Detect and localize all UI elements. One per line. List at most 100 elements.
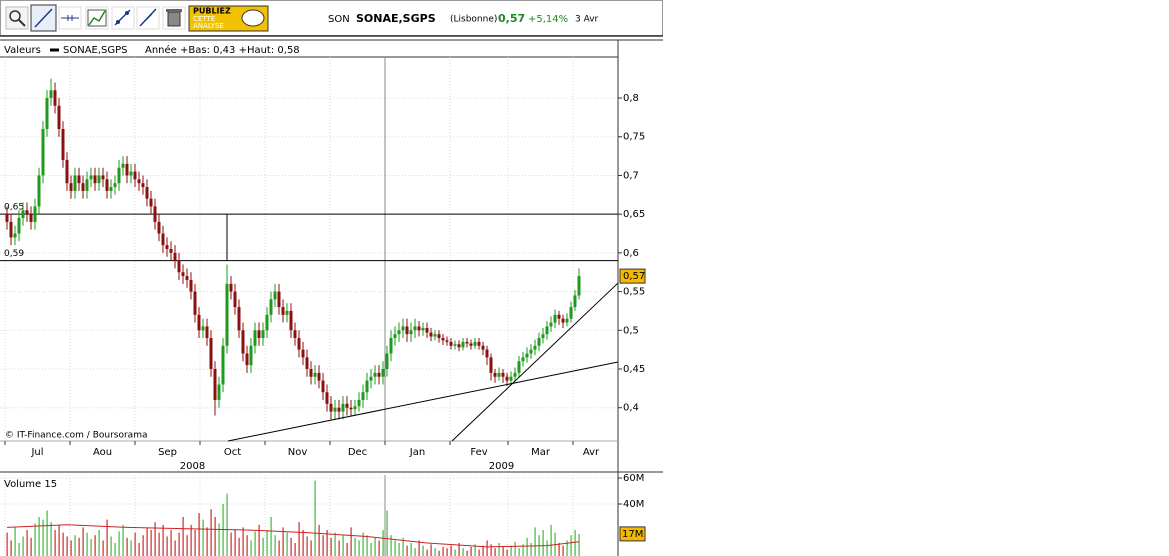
candle-body [389,338,393,354]
volume-bar [278,540,280,556]
candle-body [525,353,529,358]
candle-body [45,98,49,129]
candle-body [17,218,21,234]
x-tick-label: Mar [531,447,551,458]
candle-body [573,295,577,308]
candle-body [481,345,485,350]
volume-bar [366,535,368,556]
candle-body [9,221,13,238]
volume-bar [146,527,148,556]
candle-body [357,399,361,407]
volume-bar [166,536,168,556]
volume-bar [290,537,292,556]
volume-bar [526,537,528,556]
candle-body [97,175,101,184]
volume-bar [230,532,232,556]
candle-body [13,233,17,238]
volume-bar [282,527,284,556]
candle-body [21,210,25,219]
candle-body [29,214,33,222]
volume-bar [274,535,276,556]
y-tick-label: 0,5 [623,325,639,336]
candle-body [557,314,561,319]
volume-bar [250,540,252,556]
hline-tool[interactable] [58,6,82,30]
volume-bar [190,524,192,556]
x-tick-label: Fev [470,447,487,458]
candle-body [577,276,581,296]
fibo-tool[interactable] [136,6,160,30]
candle-body [93,175,97,184]
candle-body [185,276,189,280]
candle-body [61,129,65,160]
candle-body [205,326,209,339]
candle-body [281,307,285,315]
volume-bar [130,540,132,556]
delete-tool[interactable] [162,6,186,30]
line-tool[interactable] [30,4,57,32]
volume-bar [570,535,572,556]
volume-bar [46,510,48,556]
volume-bar [434,548,436,556]
candle-body [289,310,293,331]
volume-bar [354,537,356,556]
candle-body [173,252,177,261]
candle-body [505,376,509,381]
volume-bar [62,532,64,556]
trendline [227,361,619,442]
candle-body [305,357,309,369]
volume-bar [394,540,396,556]
candle-body [313,372,317,377]
candle-body [221,345,225,385]
volume-bar [218,523,220,556]
volume-bar [510,545,512,556]
volume-bar [238,537,240,556]
trendline [451,282,619,442]
volume-bar [342,535,344,556]
candle-body [101,175,105,180]
volume-bar [242,527,244,556]
toolbar [0,0,663,36]
volume-bar [258,524,260,556]
ticker-change: +5,14% [528,14,568,25]
zoom-tool[interactable] [5,6,29,30]
volume-bar [378,540,380,556]
candle-body [501,372,505,377]
volume-bar [402,537,404,556]
last-volume-label: 17M [622,529,643,540]
volume-bar [262,537,264,556]
volume-bar [482,545,484,556]
volume-bar [54,529,56,556]
y-tick-label: 0,6 [623,248,639,259]
volume-bar [546,540,548,556]
volume-bar [122,524,124,556]
publish-ad[interactable]: PUBLIEZ CETTE ANALYSE [188,5,269,32]
candle-body [193,291,197,315]
candle-body [421,327,425,331]
candle-body [273,291,277,300]
candle-body [225,283,229,346]
volume-bar [406,545,408,556]
candle-body [37,175,41,207]
ad-text: PUBLIEZ [193,7,231,16]
volume-bar [498,542,500,556]
volume-bar [98,529,100,556]
indicator-tool[interactable] [85,6,109,30]
candle-body [121,163,125,168]
volume-bar [182,516,184,556]
candle-body [81,183,85,191]
volume-bar [266,529,268,556]
candle-body [237,307,241,331]
candle-body [537,338,541,346]
candle-body [361,392,365,400]
candle-body [365,380,369,393]
year-label: 2008 [180,461,205,472]
candle-body [165,245,169,249]
candle-body [329,403,333,412]
candle-body [521,357,525,362]
ticker-date: 3 Avr [575,15,599,25]
volume-bar [110,536,112,556]
channel-tool[interactable] [111,6,135,30]
last-value-label: 0,57 [623,271,645,282]
volume-bar [490,544,492,556]
